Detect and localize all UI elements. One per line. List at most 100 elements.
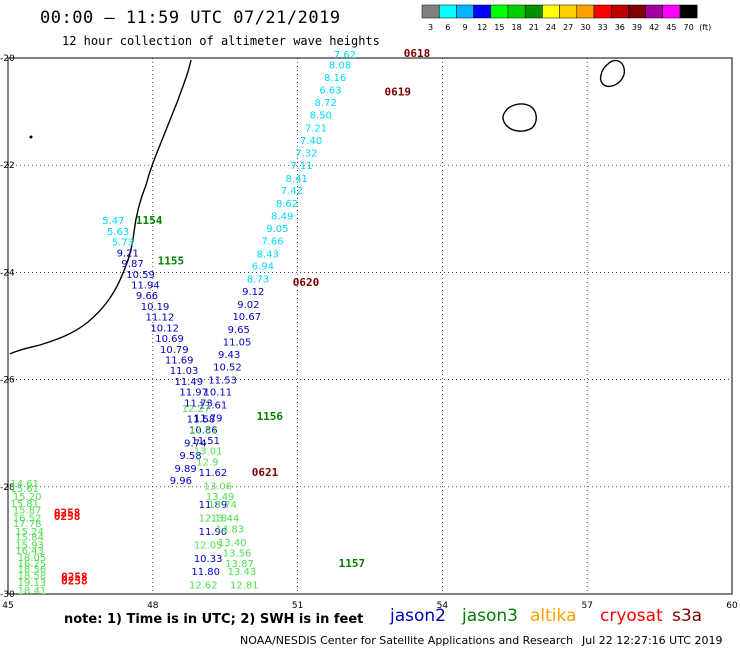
- swh-value-label: 8.41: [286, 174, 308, 185]
- satellite-cryosat: cryosat: [600, 606, 663, 626]
- swh-value-label: 11.12: [146, 313, 175, 324]
- legend-tick-label: 33: [598, 23, 608, 32]
- longitude-tick-label: 48: [147, 601, 159, 611]
- madagascar-coastline: [9, 59, 192, 355]
- swh-value-label: 10.79: [160, 345, 189, 356]
- legend-tick-label: 3: [428, 23, 433, 32]
- swh-value-label: 13.06: [203, 481, 232, 492]
- legend-tick-label: 18: [512, 23, 522, 32]
- swh-value-label: 12.18: [199, 514, 228, 525]
- swh-value-label: 13.56: [223, 548, 252, 559]
- legend-swatch: [542, 4, 560, 19]
- satellite-altika: altika: [530, 606, 577, 626]
- legend-unit: (ft): [699, 23, 711, 32]
- swh-value-label: 6.63: [319, 85, 341, 96]
- longitude-tick-label: 45: [2, 601, 13, 611]
- swh-value-label: 11.03: [170, 366, 199, 377]
- latitude-tick-label: -22: [0, 161, 15, 171]
- swh-value-label: 9.58: [179, 451, 201, 462]
- longitude-tick-label: 57: [581, 601, 592, 611]
- swh-value-label: 9.74: [184, 439, 206, 450]
- swh-value-label: 18.05: [18, 553, 47, 564]
- swh-value-label: 8.49: [271, 211, 293, 222]
- map-subtitle: 12 hour collection of altimeter wave hei…: [62, 34, 380, 48]
- longitude-tick-label: 60: [726, 601, 738, 611]
- latitude-tick-label: -28: [0, 483, 15, 493]
- legend-swatch: [645, 4, 664, 19]
- swh-value-label: 11.89: [199, 500, 228, 511]
- legend-tick-label: 12: [477, 23, 487, 32]
- legend-tick-label: 39: [632, 23, 642, 32]
- legend-tick-label: 42: [649, 23, 659, 32]
- pass-time-label: 0258: [61, 574, 88, 587]
- pass-time-label: 1156: [257, 410, 284, 423]
- swh-value-label: 18.41: [18, 586, 47, 597]
- swh-value-label: 11.94: [131, 280, 160, 291]
- swh-value-label: 9.43: [218, 350, 240, 361]
- swh-value-label: 7.40: [300, 136, 322, 147]
- legend-swatch: [507, 4, 526, 19]
- legend-swatch: [593, 4, 612, 19]
- legend-tick-label: 27: [563, 23, 573, 32]
- swh-value-label: 12.9: [196, 457, 218, 468]
- swh-value-label: 9.21: [117, 248, 139, 259]
- satellite-s3a: s3a: [672, 606, 703, 626]
- swh-value-label: 14.61: [10, 479, 39, 490]
- swh-value-label: 5.47: [102, 216, 124, 227]
- swh-value-label: 9.89: [175, 464, 197, 475]
- legend-swatch: [679, 4, 698, 19]
- legend-swatch: [421, 4, 440, 19]
- legend-swatch: [438, 4, 457, 19]
- color-legend: 3 6 9 12 15 18 21 24 27 30 33 36 39 42 45 70 (ft): [421, 4, 711, 32]
- longitude-tick-label: 51: [292, 601, 303, 611]
- latitude-tick-label: -20: [0, 54, 15, 64]
- longitude-tick-label: 54: [437, 601, 449, 611]
- swh-value-label: 13.43: [228, 567, 257, 578]
- legend-tick-label: 6: [445, 23, 450, 32]
- swh-value-label: 11.62: [199, 468, 228, 479]
- legend-tick-label: 9: [462, 23, 467, 32]
- swh-value-label: 8.08: [329, 61, 351, 72]
- swh-value-label: 5.73: [112, 238, 134, 249]
- swh-value-label: 11.49: [175, 377, 204, 388]
- footnote: note: 1) Time is in UTC; 2) SWH is in fe…: [64, 612, 364, 627]
- pass-time-label: 1155: [158, 254, 185, 267]
- latitude-tick-label: -26: [0, 376, 15, 386]
- swh-value-label: 15.81: [10, 499, 39, 510]
- swh-value-label: 12.51: [189, 425, 218, 436]
- mauritius-coastline: [599, 59, 626, 88]
- swh-value-label: 12.27: [182, 404, 211, 415]
- swh-value-label: 15.20: [13, 492, 42, 503]
- swh-value-label: 11.79: [194, 413, 223, 424]
- swh-value-label: 7.42: [281, 186, 303, 197]
- swh-value-label: 10.12: [150, 323, 179, 334]
- generated-timestamp: Jul 22 12:27:16 UTC 2019: [582, 634, 723, 647]
- swh-value-label: 16.25: [18, 559, 47, 570]
- legend-swatch: [456, 4, 474, 19]
- swh-value-label: 10.86: [189, 426, 218, 437]
- swh-value-label: 18.58: [18, 571, 47, 582]
- legend-swatch: [576, 4, 595, 19]
- swh-value-label: 7.66: [261, 237, 283, 248]
- swh-value-label: 8.72: [314, 98, 336, 109]
- legend-swatch: [628, 4, 646, 19]
- swh-value-label: 11.80: [191, 567, 220, 578]
- swh-value-label: 11.69: [165, 356, 194, 367]
- legend-tick-label: 21: [529, 23, 539, 32]
- swh-value-label: 11.51: [191, 436, 220, 447]
- legend-tick-label: 15: [494, 23, 504, 32]
- swh-value-label: 16.43: [15, 546, 44, 557]
- pass-time-labels: 0618061906200621115411551156115702580258…: [54, 47, 430, 587]
- pass-time-label: 0258: [61, 571, 88, 584]
- swh-value-label: 15.24: [15, 527, 44, 538]
- swh-value-label: 9.87: [121, 259, 143, 270]
- swh-value-label: 13.49: [206, 492, 235, 503]
- coastlines: [9, 59, 626, 355]
- pass-time-label: 0619: [384, 86, 411, 99]
- swh-value-label: 11.58: [187, 414, 216, 425]
- legend-swatch: [524, 4, 543, 19]
- swh-value-label: 8.50: [310, 111, 332, 122]
- legend-swatch: [559, 4, 578, 19]
- swh-value-label: 13.74: [208, 500, 237, 511]
